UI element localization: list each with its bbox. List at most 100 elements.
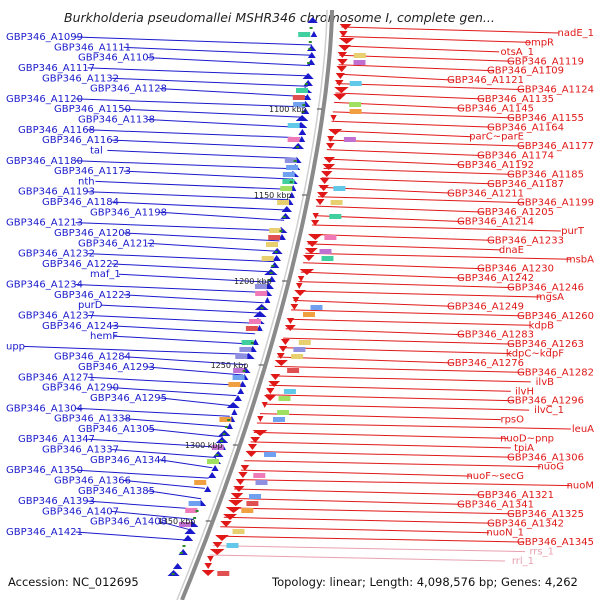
gene-label[interactable]: leuA xyxy=(572,424,594,435)
gene-label[interactable]: upp xyxy=(6,341,25,352)
gene-label[interactable]: GBP346_A1199 xyxy=(517,198,594,209)
gene-label[interactable]: GBP346_A1321 xyxy=(477,490,554,501)
gene-label[interactable]: GBP346_A1135 xyxy=(477,94,554,105)
gene-label[interactable]: maf_1 xyxy=(90,269,121,280)
gene-label[interactable]: GBP346_A1408 xyxy=(90,517,167,528)
gene-label[interactable]: GBP346_A1344 xyxy=(90,455,167,466)
gene-label[interactable]: GBP346_A1124 xyxy=(517,85,594,96)
gene-label[interactable]: GBP346_A1421 xyxy=(6,527,83,538)
gene-label[interactable]: GBP346_A1173 xyxy=(54,166,131,177)
gene-label[interactable]: GBP346_A1293 xyxy=(78,362,155,373)
gene-label[interactable]: GBP346_A1305 xyxy=(78,424,155,435)
gene-label[interactable]: GBP346_A1306 xyxy=(507,452,584,463)
gene-label[interactable]: otsA_1 xyxy=(501,47,534,58)
gene-label[interactable]: nuoD~pnp xyxy=(500,433,554,444)
gene-label[interactable]: GBP346_A1213 xyxy=(6,218,83,229)
gene-label[interactable]: rrl_1 xyxy=(512,556,534,567)
gene-label[interactable]: mgsA xyxy=(536,292,564,303)
gene-label[interactable]: GBP346_A1164 xyxy=(487,122,564,133)
gene-label[interactable]: GBP346_A1192 xyxy=(457,160,534,171)
gene-label[interactable]: GBP346_A1290 xyxy=(42,383,119,394)
gene-label[interactable]: GBP346_A1155 xyxy=(507,113,584,124)
gene-label[interactable]: GBP346_A1198 xyxy=(90,207,167,218)
gene-label[interactable]: nth xyxy=(78,176,95,187)
gene-label[interactable]: GBP346_A1283 xyxy=(457,330,534,341)
gene-label[interactable]: purT xyxy=(561,226,585,237)
gene-label[interactable]: GBP346_A1109 xyxy=(487,66,564,77)
gene-label[interactable]: GBP346_A1168 xyxy=(18,125,95,136)
gene-label[interactable]: GBP346_A1121 xyxy=(447,75,524,86)
gene-label[interactable]: GBP346_A1234 xyxy=(6,280,83,291)
gene-label[interactable]: GBP346_A1296 xyxy=(507,396,584,407)
gene-label[interactable]: GBP346_A1105 xyxy=(78,53,155,64)
gene-label[interactable]: GBP346_A1295 xyxy=(90,393,167,404)
gene-label[interactable]: GBP346_A1132 xyxy=(42,73,119,84)
gene-label[interactable]: GBP346_A1119 xyxy=(507,56,584,67)
gene-label[interactable]: GBP346_A1393 xyxy=(18,496,95,507)
gene-label[interactable]: GBP346_A1111 xyxy=(54,42,131,53)
gene-label[interactable]: GBP346_A1184 xyxy=(42,197,119,208)
gene-label[interactable]: GBP346_A1212 xyxy=(78,238,155,249)
gene-label[interactable]: GBP346_A1242 xyxy=(457,273,534,284)
gene-label[interactable]: GBP346_A1211 xyxy=(447,188,524,199)
gene-label[interactable]: GBP346_A1345 xyxy=(517,537,594,548)
gene-label[interactable]: GBP346_A1230 xyxy=(477,264,554,275)
gene-label[interactable]: GBP346_A1407 xyxy=(42,506,119,517)
gene-label[interactable]: GBP346_A1214 xyxy=(457,217,534,228)
gene-label[interactable]: ompR xyxy=(525,37,554,48)
gene-label[interactable]: dnaE xyxy=(499,245,524,256)
gene-label[interactable]: GBP346_A1263 xyxy=(507,339,584,350)
gene-label[interactable]: kdpB xyxy=(529,320,554,331)
gene-label[interactable]: GBP346_A1150 xyxy=(54,104,131,115)
gene-label[interactable]: ilvB xyxy=(536,377,554,388)
gene-label[interactable]: GBP346_A1233 xyxy=(487,235,564,246)
gene-label[interactable]: GBP346_A1145 xyxy=(457,103,534,114)
gene-label[interactable]: GBP346_A1193 xyxy=(18,187,95,198)
gene-label[interactable]: nuoG xyxy=(537,462,564,473)
gene-label[interactable]: kdpC~kdpF xyxy=(506,349,564,360)
gene-label[interactable]: tpiA xyxy=(514,443,534,454)
gene-label[interactable]: GBP346_A1117 xyxy=(18,63,95,74)
gene-label[interactable]: parC~parE xyxy=(469,132,524,143)
gene-label[interactable]: GBP346_A1347 xyxy=(18,434,95,445)
gene-label[interactable]: GBP346_A1208 xyxy=(54,228,131,239)
gene-label[interactable]: GBP346_A1205 xyxy=(477,207,554,218)
gene-label[interactable]: GBP346_A1185 xyxy=(507,169,584,180)
gene-label[interactable]: GBP346_A1271 xyxy=(18,372,95,383)
gene-label[interactable]: GBP346_A1232 xyxy=(18,249,95,260)
gene-label[interactable]: GBP346_A1246 xyxy=(507,283,584,294)
gene-label[interactable]: GBP346_A1304 xyxy=(6,403,83,414)
gene-label[interactable]: GBP346_A1174 xyxy=(477,151,554,162)
gene-label[interactable]: GBP346_A1284 xyxy=(54,352,131,363)
gene-label[interactable]: GBP346_A1120 xyxy=(6,94,83,105)
gene-label[interactable]: nuoN_1 xyxy=(486,528,524,539)
gene-label[interactable]: tal xyxy=(90,145,103,156)
gene-label[interactable]: GBP346_A1282 xyxy=(517,367,594,378)
gene-label[interactable]: nuoM xyxy=(567,481,594,492)
gene-label[interactable]: nuoF~secG xyxy=(466,471,524,482)
gene-label[interactable]: GBP346_A1385 xyxy=(78,486,155,497)
gene-label[interactable]: rrs_1 xyxy=(529,547,554,558)
gene-label[interactable]: GBP346_A1341 xyxy=(457,499,534,510)
gene-label[interactable]: GBP346_A1163 xyxy=(42,135,119,146)
gene-label[interactable]: purD xyxy=(78,300,103,311)
gene-label[interactable]: GBP346_A1366 xyxy=(54,475,131,486)
gene-label[interactable]: GBP346_A1177 xyxy=(517,141,594,152)
gene-label[interactable]: GBP346_A1337 xyxy=(42,445,119,456)
gene-label[interactable]: GBP346_A1276 xyxy=(447,358,524,369)
gene-label[interactable]: GBP346_A1260 xyxy=(517,311,594,322)
gene-label[interactable]: GBP346_A1249 xyxy=(447,301,524,312)
gene-label[interactable]: GBP346_A1243 xyxy=(42,321,119,332)
gene-label[interactable]: nadE_1 xyxy=(558,28,595,39)
gene-label[interactable]: GBP346_A1099 xyxy=(6,32,83,43)
gene-label[interactable]: GBP346_A1223 xyxy=(54,290,131,301)
gene-label[interactable]: GBP346_A1338 xyxy=(54,414,131,425)
gene-label[interactable]: GBP346_A1325 xyxy=(507,509,584,520)
gene-label[interactable]: hemF xyxy=(90,331,118,342)
gene-label[interactable]: GBP346_A1350 xyxy=(6,465,83,476)
gene-label[interactable]: GBP346_A1237 xyxy=(18,310,95,321)
gene-label[interactable]: GBP346_A1222 xyxy=(42,259,119,270)
gene-label[interactable]: ilvC_1 xyxy=(534,405,564,416)
gene-label[interactable]: rpsO xyxy=(500,415,524,426)
